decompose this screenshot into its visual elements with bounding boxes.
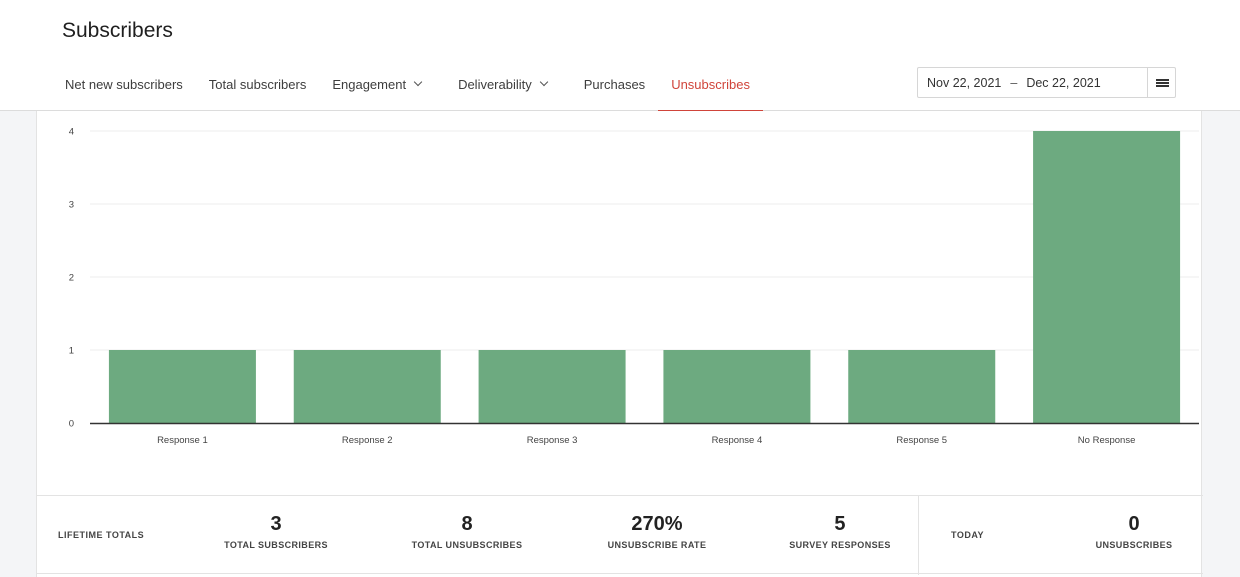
stat-caption: TOTAL UNSUBSCRIBES [411,540,523,550]
bar [1033,131,1181,423]
hamburger-menu-icon [1156,85,1169,87]
totals-bar: LIFETIME TOTALS 3 TOTAL SUBSCRIBERS 8 TO… [37,495,1203,575]
bar [478,350,626,423]
tab-label: Total subscribers [208,77,307,92]
stat-caption: UNSUBSCRIBE RATE [607,540,707,550]
page-header: Subscribers Net new subscribers Total su… [0,0,1240,112]
stat-unsubscribe-rate: 270% UNSUBSCRIBE RATE [608,510,707,550]
stat-caption: SURVEY RESPONSES [789,540,891,550]
stat-value: 5 [834,513,846,535]
page-title: Subscribers [62,19,173,42]
tab-unsubscribes[interactable]: Unsubscribes [658,70,763,112]
x-tick-label: Response 5 [896,435,947,446]
unsubscribe-responses-chart: 0 1 2 3 4 Response 1 Response 2 Response 3 Respo… [69,127,1199,446]
x-tick-label: Response 2 [342,435,393,446]
date-range-input[interactable]: Nov 22, 2021 – Dec 22, 2021 [917,67,1148,98]
y-tick-label: 2 [69,273,74,284]
stat-value: 8 [461,513,473,535]
tab-label: Deliverability [458,77,532,92]
bar [848,350,996,423]
tab-net-new-subscribers[interactable]: Net new subscribers [52,70,196,111]
tab-engagement[interactable]: Engagement [319,70,441,111]
hamburger-menu-icon [1156,82,1169,84]
y-tick-label: 3 [69,200,74,211]
y-tick-label: 1 [69,346,74,357]
tab-label: Engagement [332,77,407,92]
stat-caption: UNSUBSCRIBES [1095,540,1173,550]
tab-total-subscribers[interactable]: Total subscribers [196,70,320,111]
hamburger-menu-icon [1156,79,1169,81]
bar [108,350,256,423]
y-tick-label: 0 [69,419,74,430]
tab-bar: Net new subscribers Total subscribers En… [52,70,763,112]
y-tick-label: 4 [69,127,74,138]
tab-label: Purchases [583,77,646,92]
report-card: 0 1 2 3 4 Response 1 Response 2 Response 3 Respo… [36,111,1203,577]
x-tick-label: Response 1 [157,435,208,446]
divider [918,496,919,575]
date-range-menu-button[interactable] [1147,67,1176,98]
stat-survey-responses: 5 SURVEY RESPONSES [789,510,891,550]
stat-total-unsubscribes: 8 TOTAL UNSUBSCRIBES [412,510,523,550]
chevron-down-icon [412,70,428,100]
chevron-down-icon [538,70,554,100]
today-label: TODAY [951,530,985,540]
date-range-separator: – [1010,75,1018,90]
bar [293,350,441,423]
stat-value: 0 [1128,513,1140,535]
stat-caption: TOTAL SUBSCRIBERS [224,540,328,550]
tab-label: Unsubscribes [671,77,750,92]
tab-deliverability[interactable]: Deliverability [445,70,567,111]
x-tick-label: Response 4 [712,435,763,446]
tab-purchases[interactable]: Purchases [571,70,658,111]
stat-value: 270% [631,513,683,535]
lifetime-totals-label: LIFETIME TOTALS [58,530,145,540]
x-tick-label: Response 3 [527,435,578,446]
stat-today-unsubscribes: 0 UNSUBSCRIBES [1096,510,1173,550]
stat-value: 3 [270,513,282,535]
tab-label: Net new subscribers [65,77,183,92]
x-tick-label: No Response [1078,435,1136,446]
date-range-start: Nov 22, 2021 [927,75,1002,90]
bar [663,350,811,423]
stat-total-subscribers: 3 TOTAL SUBSCRIBERS [224,510,328,550]
date-range-end: Dec 22, 2021 [1026,75,1101,90]
